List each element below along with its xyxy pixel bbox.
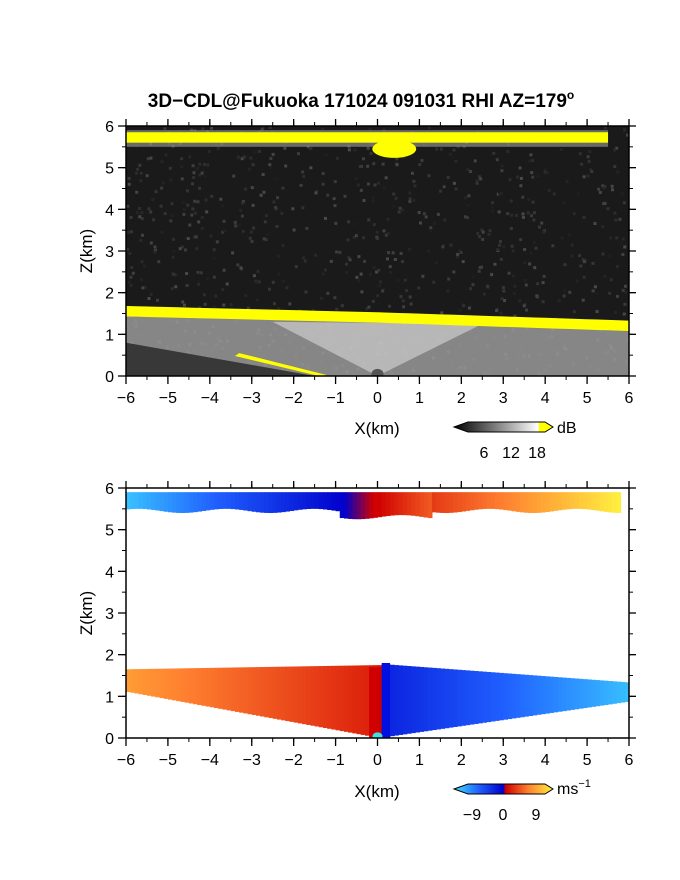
snr-boundary-layer-top-band	[126, 306, 629, 331]
velocity-near-zero-blue	[381, 663, 391, 738]
velocity-x-tick-label: 1	[415, 752, 424, 769]
velocity-x-axis-label: X(km)	[354, 782, 399, 801]
snr-x-tick-label: 5	[583, 390, 592, 407]
snr-colorbar-bar	[452, 421, 554, 433]
velocity-x-tick-label: 5	[583, 752, 592, 769]
velocity-colorbar-tick-minus9: −9	[463, 807, 481, 824]
snr-y-tick-label: 1	[105, 327, 114, 344]
snr-x-tick-label: 2	[457, 390, 466, 407]
snr-x-tick-label: −1	[326, 390, 344, 407]
velocity-panel: −6 −5 −4 −3 −2 −1 0 1 2 3 4 5 6 0 1 2 3 4 5 6 X(km) Z(km) m…	[77, 481, 636, 824]
snr-x-tick-label: 0	[373, 390, 382, 407]
snr-colorbar: dB 6 12 18	[452, 420, 577, 462]
velocity-x-tick-label: 0	[373, 752, 382, 769]
snr-y-tick-label: 5	[105, 161, 114, 178]
velocity-y-tick-label: 5	[105, 523, 114, 540]
velocity-near-zero-red	[369, 667, 382, 738]
snr-x-tick-label: 1	[415, 390, 424, 407]
velocity-x-tick-label: −4	[201, 752, 219, 769]
snr-cloud-layer-band	[126, 132, 609, 143]
snr-colorbar-tick-12: 12	[502, 445, 520, 462]
snr-y-tick-label: 2	[105, 286, 114, 303]
snr-lower-left-blank	[126, 342, 315, 376]
snr-ground-streak	[234, 353, 328, 376]
velocity-x-tick-label: −2	[285, 752, 303, 769]
snr-y-axis-label: Z(km)	[77, 229, 96, 273]
snr-radar-marker	[371, 368, 384, 376]
snr-y-tick-label: 3	[105, 244, 114, 261]
snr-y-tick-label: 6	[105, 119, 114, 136]
velocity-colorbar-tick-0: 0	[499, 807, 508, 824]
velocity-colorbar-bar	[452, 783, 554, 795]
snr-x-tick-label: 4	[541, 390, 550, 407]
chart-title: 3D−CDL@Fukuoka 171024 091031 RHI AZ=179o	[148, 88, 575, 112]
velocity-x-tick-label: −1	[326, 752, 344, 769]
snr-cloud-overhead-blob	[372, 139, 417, 158]
snr-x-tick-label: −2	[285, 390, 303, 407]
snr-y-tick-label: 0	[105, 369, 114, 386]
velocity-radar-marker	[372, 732, 383, 738]
snr-colorbar-tick-6: 6	[480, 445, 489, 462]
snr-near-radar-fan	[272, 321, 483, 376]
snr-x-tick-label: 6	[625, 390, 634, 407]
snr-x-axis-label: X(km)	[354, 419, 399, 438]
velocity-y-axis-label: Z(km)	[77, 591, 96, 635]
snr-x-tick-label: −3	[243, 390, 261, 407]
velocity-colorbar-unit: ms−1	[557, 778, 591, 798]
snr-x-tick-label: 3	[499, 390, 508, 407]
velocity-upper-layer	[126, 492, 622, 520]
velocity-x-tick-label: 6	[625, 752, 634, 769]
velocity-colorbar: ms−1 −9 0 9	[452, 778, 591, 824]
velocity-y-tick-label: 2	[105, 648, 114, 665]
velocity-x-tick-label: 4	[541, 752, 550, 769]
snr-x-tick-label: −6	[117, 390, 135, 407]
velocity-colorbar-tick-9: 9	[532, 807, 541, 824]
snr-y-tick-label: 4	[105, 202, 114, 219]
velocity-lower-layer	[126, 664, 629, 738]
velocity-y-tick-label: 4	[105, 564, 114, 581]
velocity-x-tick-label: 3	[499, 752, 508, 769]
snr-colorbar-unit: dB	[557, 420, 577, 437]
velocity-x-tick-label: −3	[243, 752, 261, 769]
velocity-y-tick-label: 0	[105, 731, 114, 748]
velocity-y-tick-label: 6	[105, 481, 114, 498]
snr-x-tick-label: −5	[159, 390, 177, 407]
snr-colorbar-tick-18: 18	[528, 445, 546, 462]
velocity-y-tick-label: 1	[105, 689, 114, 706]
velocity-x-tick-label: −6	[117, 752, 135, 769]
velocity-x-tick-label: 2	[457, 752, 466, 769]
velocity-y-tick-label: 3	[105, 606, 114, 623]
snr-x-tick-label: −4	[201, 390, 219, 407]
velocity-x-tick-label: −5	[159, 752, 177, 769]
